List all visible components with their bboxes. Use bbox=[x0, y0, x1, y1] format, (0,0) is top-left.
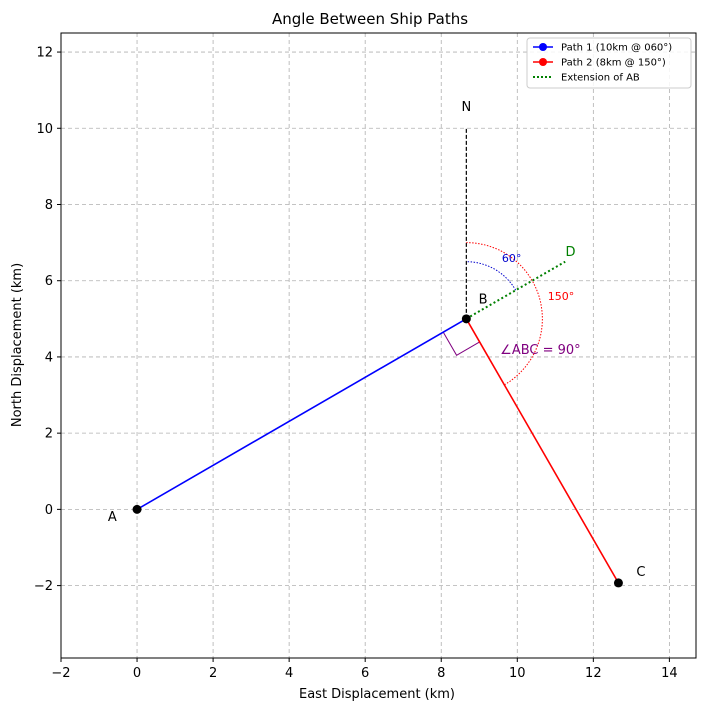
x-tick-label: 0 bbox=[133, 666, 141, 681]
point-a-marker bbox=[132, 504, 142, 514]
right-angle-label: ∠ABC = 90° bbox=[500, 343, 581, 358]
legend-swatch-marker bbox=[539, 58, 547, 66]
north-label: N bbox=[461, 100, 471, 115]
point-c-marker bbox=[613, 578, 623, 588]
x-tick-label: 2 bbox=[209, 666, 217, 681]
point-a-label: A bbox=[108, 510, 117, 525]
x-tick-label: 12 bbox=[585, 666, 602, 681]
y-tick-label: 10 bbox=[36, 122, 53, 137]
angle-60-arc bbox=[466, 261, 517, 291]
chart-marks: N A B C D 60° 150° ∠ABC = 90° bbox=[108, 100, 645, 588]
point-b-label: B bbox=[479, 293, 488, 308]
series-line-2 bbox=[465, 318, 620, 584]
angle-60-label: 60° bbox=[502, 252, 522, 265]
legend-box bbox=[526, 37, 692, 89]
legend-label: Extension of AB bbox=[561, 73, 640, 84]
x-tick-label: 4 bbox=[285, 666, 293, 681]
x-tick-label: 8 bbox=[437, 666, 445, 681]
point-d-label: D bbox=[566, 245, 576, 260]
angle-150-arc bbox=[466, 242, 543, 386]
y-tick-label: 8 bbox=[45, 198, 53, 213]
x-tick-label: 10 bbox=[509, 666, 526, 681]
legend-label: Path 2 (8km @ 150°) bbox=[561, 58, 666, 69]
x-tick-label: 6 bbox=[361, 666, 369, 681]
legend: Path 1 (10km @ 060°) Path 2 (8km @ 150°) E… bbox=[526, 37, 692, 89]
angle-150-label: 150° bbox=[548, 290, 575, 303]
chart-title: Angle Between Ship Paths bbox=[272, 10, 468, 28]
x-tick-label: 14 bbox=[661, 666, 678, 681]
grid bbox=[60, 33, 696, 658]
x-axis-title: East Displacement (km) bbox=[299, 687, 455, 702]
y-tick-label: 6 bbox=[45, 274, 53, 289]
y-axis-title: North Displacement (km) bbox=[10, 263, 25, 427]
x-tick-label: −2 bbox=[51, 666, 70, 681]
point-b-marker bbox=[461, 314, 471, 324]
y-tick-label: 12 bbox=[36, 46, 53, 61]
legend-swatch-marker bbox=[539, 43, 547, 51]
y-tick-label: 4 bbox=[45, 350, 53, 365]
series-line-1 bbox=[136, 318, 467, 511]
right-angle-marker bbox=[442, 331, 480, 356]
ticks: −2 0 2 4 6 8 10 12 14 −2 0 2 4 6 8 10 12 bbox=[34, 46, 678, 681]
legend-label: Path 1 (10km @ 060°) bbox=[561, 43, 672, 54]
plot-frame bbox=[60, 32, 697, 659]
y-tick-label: 0 bbox=[45, 503, 53, 518]
point-c-label: C bbox=[636, 565, 645, 580]
series-line-3 bbox=[465, 260, 566, 320]
y-tick-label: −2 bbox=[34, 579, 53, 594]
y-tick-label: 2 bbox=[45, 427, 53, 442]
